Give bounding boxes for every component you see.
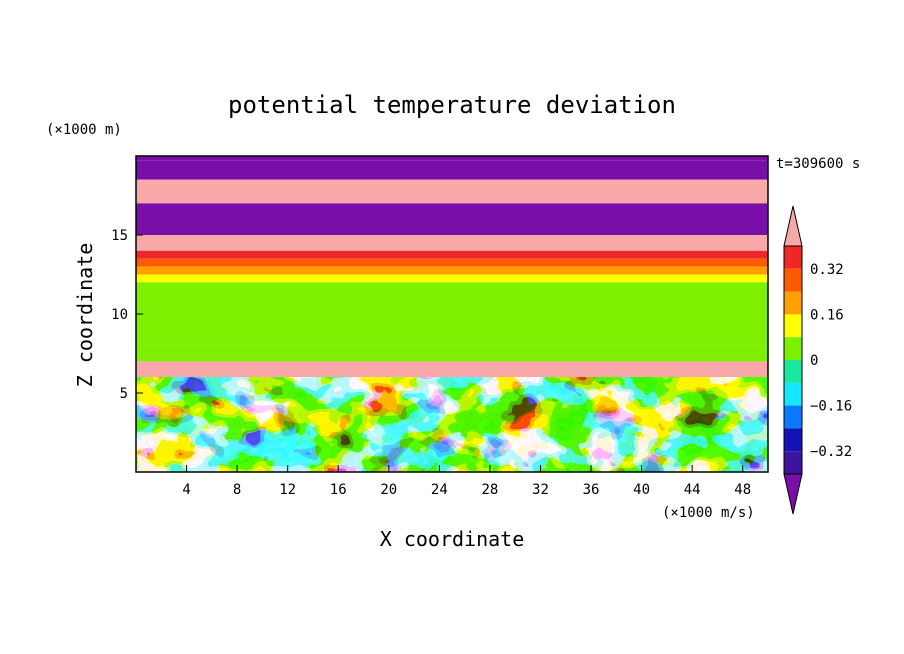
colorbar-band: [784, 246, 802, 269]
colorbar-band: [784, 451, 802, 474]
y-tick-label: 15: [111, 228, 128, 244]
colorbar-tick-label: 0: [810, 353, 818, 369]
contour-band-3: [136, 235, 768, 251]
x-axis-ticks: 4 8 12 16 20 24 28 32 36 40 44 48: [182, 465, 751, 498]
y-tick-label: 10: [111, 307, 128, 323]
colorbar-band: [784, 337, 802, 360]
colorbar-band: [784, 360, 802, 383]
contour-band-7: [136, 274, 768, 283]
colorbar-band: [784, 314, 802, 338]
turbulent-layer: [136, 377, 768, 472]
contour-band-9: [136, 345, 768, 362]
x-tick-label: 44: [684, 482, 701, 498]
colorbar-tick-label: −0.32: [810, 444, 852, 460]
x-axis-title: X coordinate: [380, 527, 525, 551]
colorbar-tick-label: 0.32: [810, 262, 844, 278]
x-tick-label: 24: [431, 482, 448, 498]
colorbar-band: [784, 405, 802, 429]
x-tick-label: 4: [182, 482, 190, 498]
contour-band-4: [136, 250, 768, 259]
colorbar-band: [784, 291, 802, 315]
contour-field: [136, 156, 768, 472]
colorbar-tick-label: 0.16: [810, 307, 844, 323]
contour-band-6: [136, 266, 768, 275]
x-tick-label: 28: [481, 482, 498, 498]
x-tick-label: 32: [532, 482, 549, 498]
x-unit-label: (×1000 m/s): [662, 505, 755, 521]
contour-band-5: [136, 258, 768, 267]
colorbar-tick-label: −0.16: [810, 399, 852, 415]
x-tick-label: 48: [734, 482, 751, 498]
y-axis-title: Z coordinate: [73, 243, 97, 388]
y-unit-label: (×1000 m): [46, 122, 122, 138]
x-tick-label: 16: [330, 482, 347, 498]
x-tick-label: 36: [583, 482, 600, 498]
x-tick-label: 12: [279, 482, 296, 498]
colorbar-band: [784, 428, 802, 452]
time-label: t=309600 s: [776, 156, 860, 172]
colorbar-under-triangle: [783, 473, 803, 515]
contour-band-10: [136, 361, 768, 378]
x-tick-label: 8: [233, 482, 241, 498]
contour-band-2: [136, 203, 768, 235]
contour-band-top: [136, 156, 768, 161]
contour-band-0: [136, 160, 768, 180]
colorbar-band: [784, 268, 802, 292]
contour-band-8: [136, 282, 768, 346]
colorbar: 0.32 0.16 0 −0.16 −0.32: [783, 205, 852, 515]
contour-band-1: [136, 179, 768, 204]
colorbar-band: [784, 382, 802, 406]
x-tick-label: 20: [380, 482, 397, 498]
y-tick-label: 5: [120, 386, 128, 402]
colorbar-over-triangle: [783, 205, 803, 247]
y-axis-ticks: 5 10 15: [111, 228, 143, 402]
x-tick-label: 40: [633, 482, 650, 498]
chart-title: potential temperature deviation: [228, 91, 676, 119]
